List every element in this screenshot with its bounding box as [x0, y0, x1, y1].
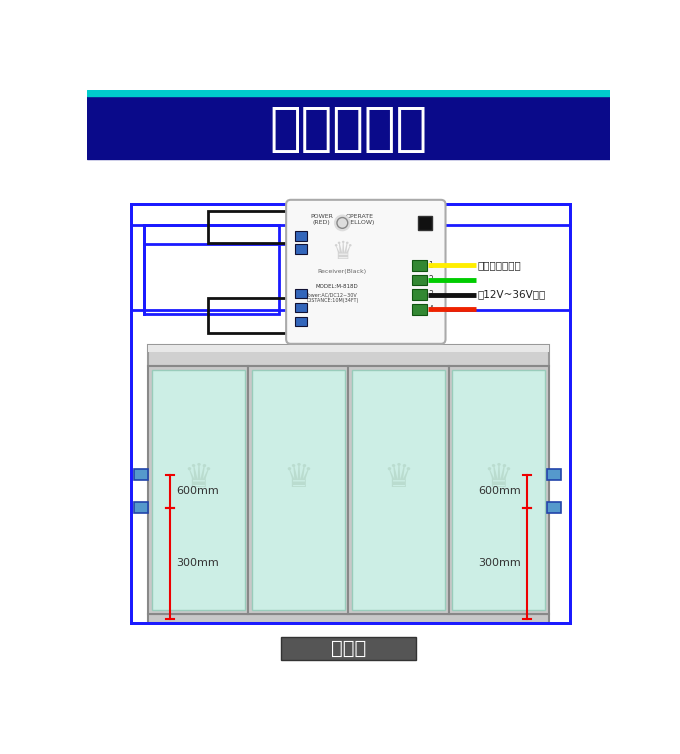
Bar — [411, 289, 427, 300]
Bar — [294, 231, 307, 241]
Bar — [135, 502, 148, 513]
Text: 600mm: 600mm — [478, 486, 521, 496]
Bar — [411, 274, 427, 285]
Text: 接线示意图: 接线示意图 — [269, 103, 428, 155]
Text: 600mm: 600mm — [176, 486, 219, 496]
Bar — [148, 614, 549, 624]
Bar — [281, 637, 416, 661]
Bar — [294, 317, 307, 326]
Bar — [348, 366, 449, 614]
Bar — [294, 244, 307, 253]
Text: 2: 2 — [428, 275, 433, 284]
Text: DISTANCE:10M(34FT): DISTANCE:10M(34FT) — [307, 298, 359, 303]
Bar — [87, 96, 611, 159]
Bar — [252, 370, 345, 610]
Bar — [144, 225, 279, 314]
Bar — [352, 370, 445, 610]
Bar — [547, 469, 561, 480]
Bar — [148, 366, 248, 614]
Bar — [148, 345, 549, 352]
Text: 3: 3 — [428, 290, 433, 299]
Text: Receiver(Black): Receiver(Black) — [318, 269, 367, 274]
Bar — [87, 90, 611, 96]
Bar — [418, 216, 432, 230]
Text: 300mm: 300mm — [478, 558, 521, 569]
Text: 1: 1 — [428, 261, 433, 270]
Bar — [87, 159, 611, 671]
Circle shape — [335, 215, 350, 231]
Text: POWER
(RED): POWER (RED) — [310, 214, 333, 225]
Text: 4: 4 — [428, 305, 433, 314]
Bar — [411, 260, 427, 271]
Text: Power:AC/DC12~30V: Power:AC/DC12~30V — [306, 292, 358, 297]
Text: 双光束: 双光束 — [331, 639, 366, 658]
Text: ♛: ♛ — [483, 461, 513, 494]
Text: MODEL:M-818D: MODEL:M-818D — [316, 284, 358, 290]
Text: ♛: ♛ — [331, 241, 354, 264]
Bar — [449, 366, 549, 614]
Text: 接12V~36V电源: 接12V~36V电源 — [478, 290, 546, 299]
Bar — [547, 502, 561, 513]
Bar — [294, 303, 307, 312]
FancyBboxPatch shape — [286, 200, 445, 344]
Bar — [148, 345, 549, 366]
Text: 300mm: 300mm — [176, 558, 219, 569]
Bar — [135, 469, 148, 480]
Bar — [131, 204, 571, 624]
Bar — [294, 289, 307, 299]
Bar — [207, 299, 394, 333]
Text: ♛: ♛ — [184, 461, 214, 494]
Bar — [411, 304, 427, 314]
Bar — [248, 366, 348, 614]
Bar — [452, 370, 545, 610]
Bar — [207, 211, 394, 243]
Text: ♛: ♛ — [384, 461, 413, 494]
Bar — [152, 370, 245, 610]
Text: ♛: ♛ — [284, 461, 313, 494]
Text: OPERATE
(YELLOW): OPERATE (YELLOW) — [345, 214, 375, 225]
Text: 自动门光线信号: 自动门光线信号 — [478, 260, 522, 270]
